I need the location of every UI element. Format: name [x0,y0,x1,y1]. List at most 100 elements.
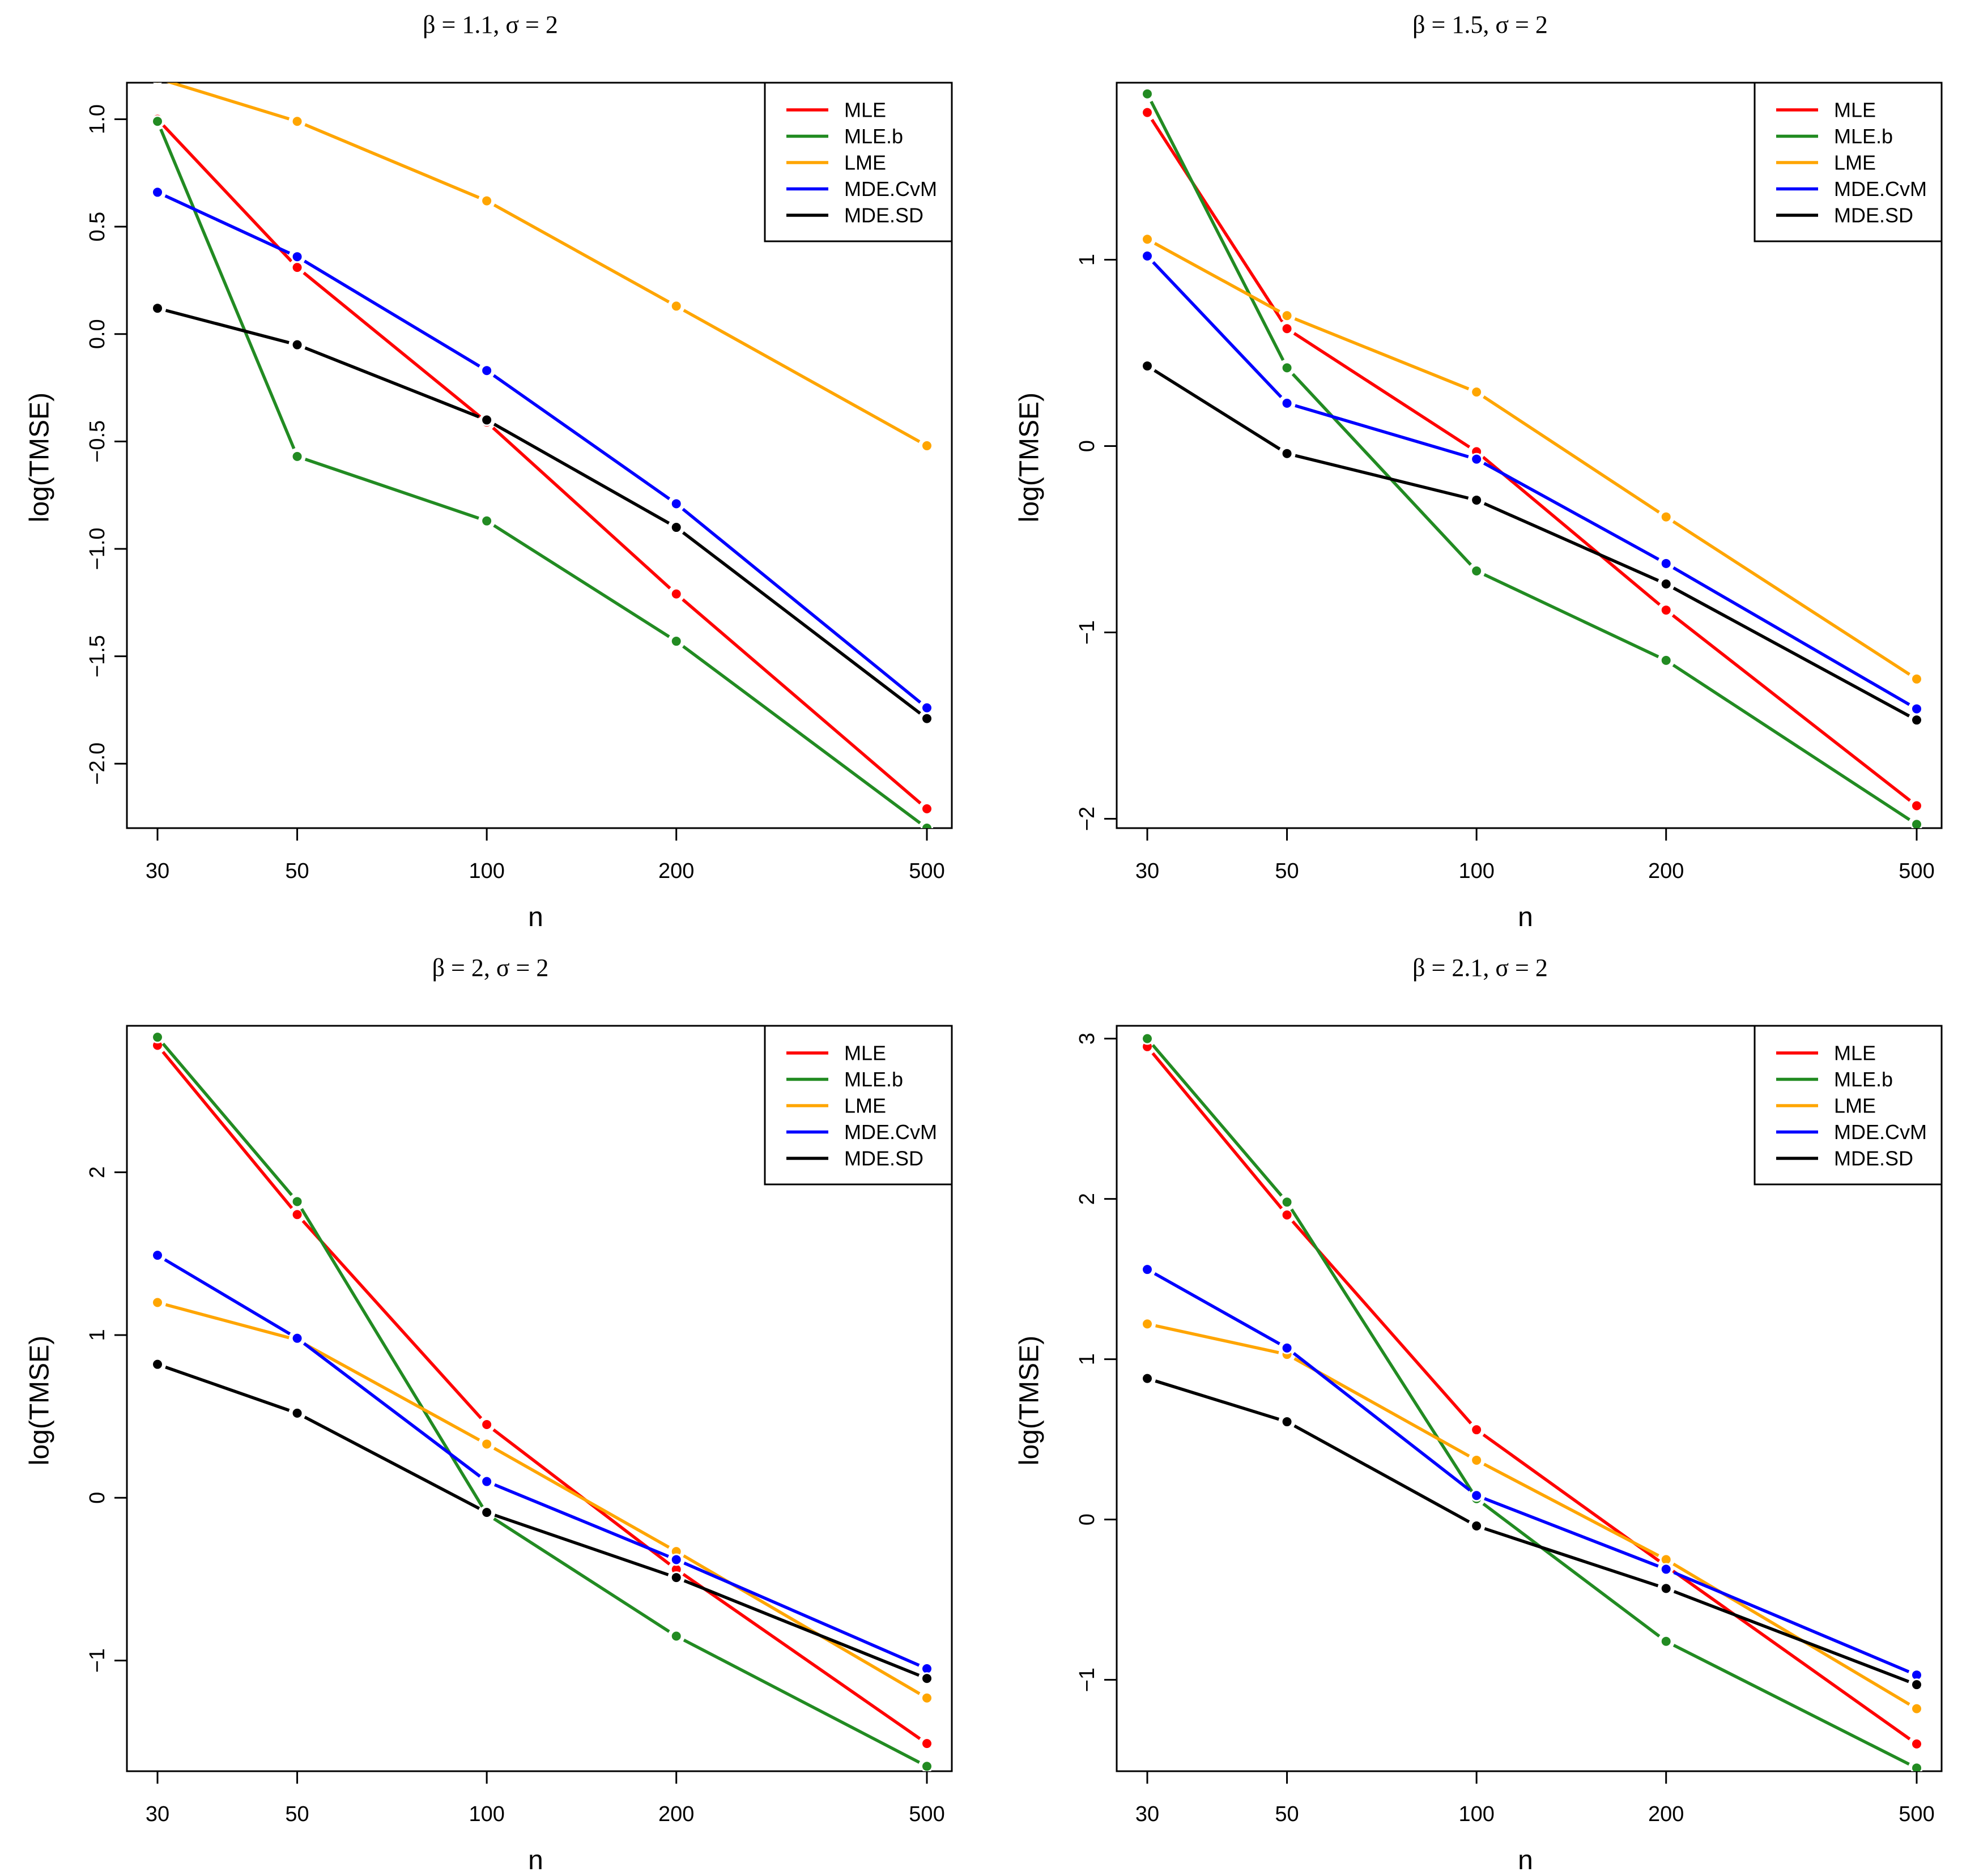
chart-2-series-mde-sd-segment [1154,369,1281,451]
chart-1-plot-frame [126,82,953,829]
chart-4-legend-label: MDE.CvM [1834,1120,1927,1144]
chart-2-series-lme-segment [1483,395,1660,514]
chart-4-series-mle-point [1470,1423,1483,1436]
chart-3-series-mde-cvm-point [480,1475,493,1488]
chart-3-series-lme-segment [683,1554,921,1695]
chart-1-series-mle-point [670,587,683,600]
chart-3-legend-label: LME [844,1094,886,1118]
chart-3-legend-label: MDE.SD [844,1147,923,1170]
chart-1-y-tick-label: −1.5 [86,635,109,677]
chart-2-series-mde-sd-segment [1483,502,1659,582]
chart-2-y-tick-label: −2 [1075,807,1099,831]
chart-4-x-tick-label: 30 [1135,1802,1159,1826]
chart-1-series-mde-cvm-segment [682,508,922,704]
chart-1-series-mde-cvm-segment [304,259,480,368]
chart-2-series-lme-segment [1672,520,1910,676]
chart-1-y-tick-label: −0.5 [86,420,109,463]
chart-4-legend-label: MLE.b [1834,1068,1893,1091]
chart-4-series-mde-sd-segment [1293,1424,1470,1524]
chart-4-series-mde-sd-point [1659,1582,1672,1595]
chart-4-series-mle-b-point [1280,1196,1293,1209]
chart-4-series-mde-sd-point [1141,1372,1154,1385]
chart-2-series-mle-segment [1293,332,1471,449]
chart-3-series-mde-sd-segment [683,1579,920,1677]
chart-4-series-mde-cvm-point [1280,1341,1293,1354]
chart-3-series-mde-cvm-point [291,1332,304,1345]
chart-2-series-mle-b-point [1470,564,1483,577]
chart-2-series-mle-b-point [1910,818,1923,828]
chart-1-series-mde-sd-segment [165,309,290,344]
chart-4-series-mle-b-segment [1482,1502,1661,1638]
chart-1-series-mde-sd-point [480,413,493,427]
chart-4-series-mde-cvm-point [1141,1263,1154,1276]
chart-4-plot-frame [1116,1025,1943,1772]
chart-2-series-mle-point [1910,799,1923,812]
chart-2-x-axis-label: n [1518,902,1533,932]
chart-3-series-mde-sd-segment [304,1415,480,1510]
chart-1-series-lme-point [670,300,683,313]
chart-1-series-mle-b-point [480,514,493,527]
chart-2-series-mle-b-segment [1291,373,1472,566]
chart-2-series-lme-segment [1154,242,1280,313]
chart-1-series-lme-point [921,439,933,452]
chart-2-series-mle-point [1141,106,1154,119]
chart-3-x-tick-label: 30 [146,1802,169,1826]
chart-3-series-mde-cvm-segment [493,1483,669,1558]
chart-1-series-mde-cvm-point [291,250,304,263]
chart-4-series-mle-point [1910,1737,1923,1750]
chart-1-y-tick-label: −2.0 [86,743,109,785]
chart-3-series-lme-point [151,1296,164,1309]
chart-1-series-mde-sd-point [921,712,933,725]
chart-2-series-mle-b-point [1141,87,1154,100]
chart-1-series-mde-cvm-segment [164,194,291,255]
chart-3-series-mle-segment [301,1220,483,1419]
chart-1-series-mle-segment [303,271,482,418]
chart-2-series-mle-segment [1150,118,1284,323]
chart-4-legend-label: MDE.SD [1834,1147,1913,1170]
chart-3-series-lme-segment [493,1447,670,1549]
chart-1-series-mle-segment [682,598,922,805]
chart-3-series-mle-b-point [151,1031,164,1044]
chart-3-series-mde-cvm-segment [303,1342,481,1478]
chart-3-legend-label: MLE.b [844,1068,903,1091]
chart-2-x-tick-label: 500 [1899,859,1934,883]
chart-1-series-mde-sd-point [151,302,164,315]
chart-2-series-mde-sd-point [1470,493,1483,506]
chart-1-legend: MLE MLE.b LME MDE.CvM MDE.SD [764,82,953,242]
chart-3-series-mde-sd-segment [494,1513,669,1576]
chart-4-x-tick-label: 100 [1458,1802,1494,1826]
chart-3-series-mle-b-point [291,1195,304,1208]
chart-4-series-mle-b-segment [1672,1644,1910,1766]
chart-3-series-mle-b-segment [161,1042,293,1196]
chart-4-series-mde-cvm-segment [1484,1497,1659,1568]
chart-2-legend-label: MLE.b [1834,125,1893,148]
chart-4-x-tick-label: 500 [1899,1802,1934,1826]
chart-2-series-mde-cvm-point [1910,702,1923,715]
chart-1-legend-label: MDE.CvM [844,177,937,201]
chart-4-series-mde-sd-point [1910,1678,1923,1691]
chart-3-plot-frame [126,1025,953,1772]
chart-1-y-tick-label: −1.0 [86,527,109,570]
chart-2-series-mde-cvm-segment [1295,404,1469,458]
chart-2-series-mde-cvm-point [1659,557,1672,570]
chart-1-series-lme-segment [304,123,480,199]
chart-2-series-mle-b-segment [1483,573,1659,658]
chart-2-series-mle-b-segment [1672,663,1910,821]
chart-3-legend-label: MLE [844,1042,886,1065]
chart-1-series-mde-sd-point [670,521,683,534]
chart-4-series-mde-sd-segment [1484,1527,1659,1588]
chart-2-x-tick-label: 100 [1458,859,1494,883]
chart-1-series-mle-b-point [151,115,164,128]
chart-2-series-mde-cvm-segment [1672,566,1910,706]
chart-1-series-mle-b-segment [493,524,670,638]
chart-2-series-mle-segment [1482,455,1661,606]
chart-2-series-mle-point [1659,604,1672,617]
chart-2-series-lme-point [1280,309,1293,322]
chart-2-series-mle-b-point [1659,654,1672,667]
chart-4-series-mde-sd-segment [1155,1379,1280,1421]
chart-4-series-lme-point [1470,1453,1483,1466]
chart-3-series-mde-sd-point [480,1506,493,1519]
chart-3-legend-label: MDE.CvM [844,1120,937,1144]
